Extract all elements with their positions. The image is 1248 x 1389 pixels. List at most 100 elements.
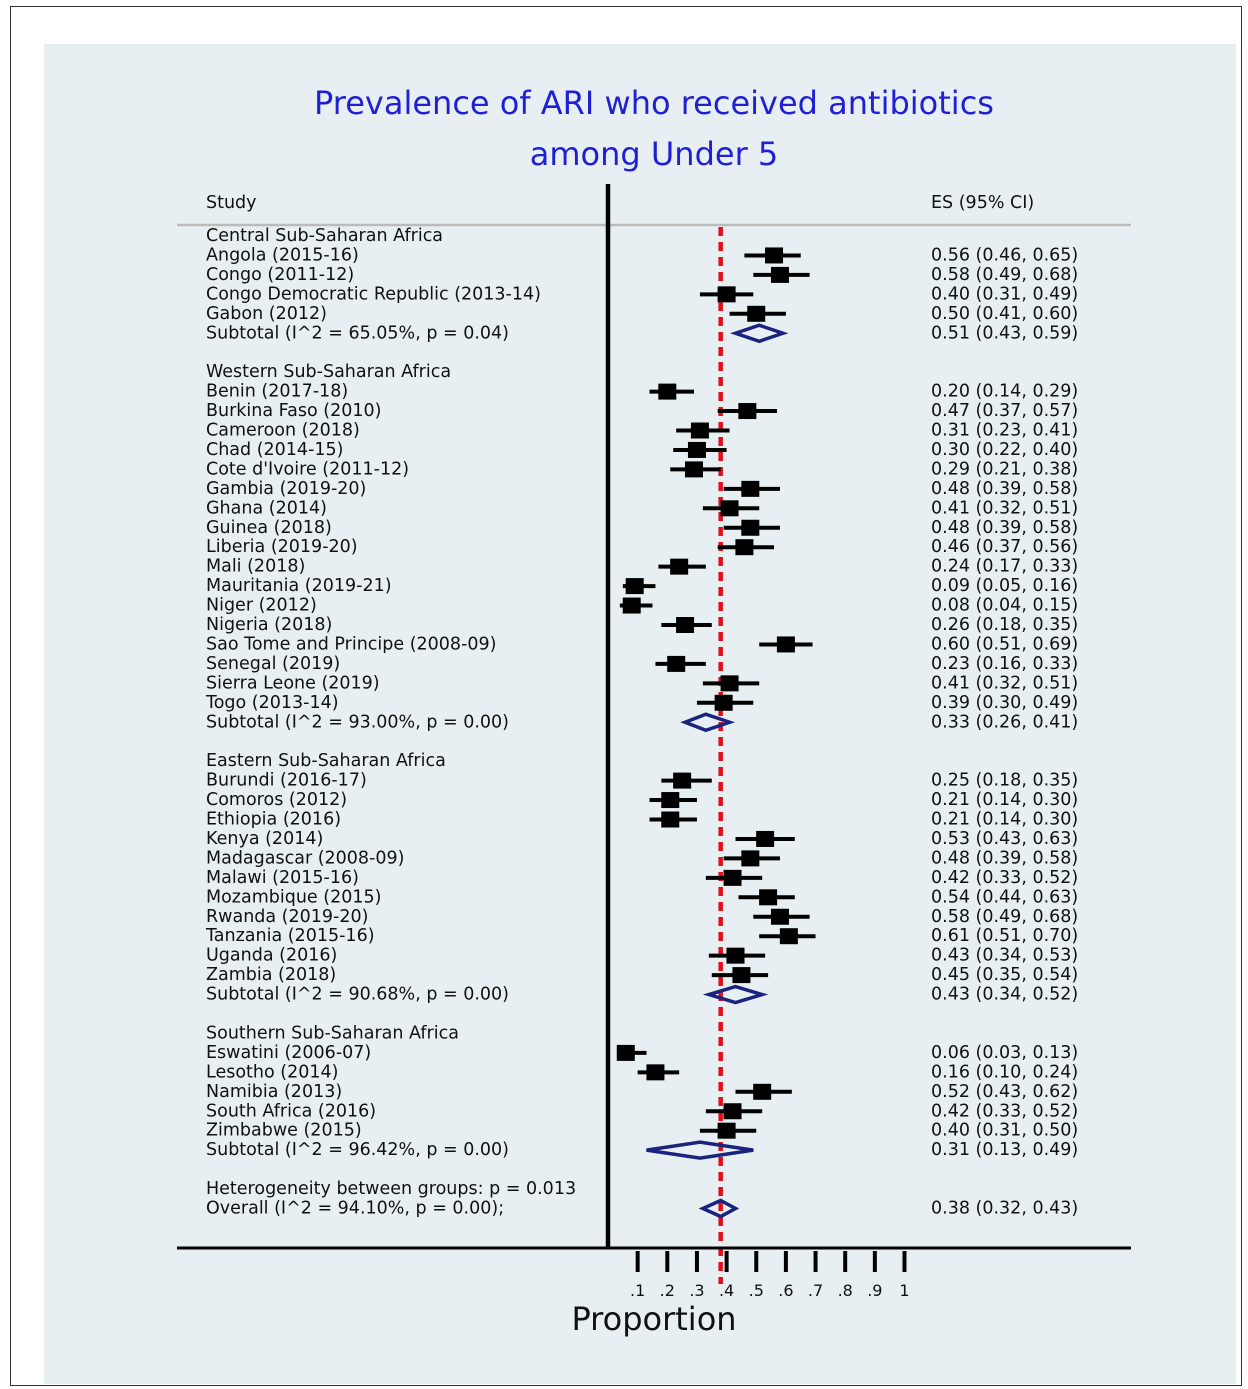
estimate-marker: [673, 772, 692, 789]
study-label: Kenya (2014): [206, 829, 323, 849]
study-label: Guinea (2018): [206, 518, 332, 538]
subtotal-ci-text: 0.43 (0.34, 0.52): [931, 985, 1078, 1005]
estimate-marker: [753, 1083, 772, 1100]
study-ci-text: 0.61 (0.51, 0.70): [931, 926, 1078, 946]
study-label: Mozambique (2015): [206, 887, 381, 907]
study-label: Gabon (2012): [206, 304, 327, 324]
x-tick-label: .6: [778, 1281, 793, 1300]
x-axis-title: Proportion: [571, 1300, 736, 1338]
column-header-study: Study: [206, 193, 257, 213]
x-tick-label: .4: [719, 1281, 734, 1300]
study-label: Zimbabwe (2015): [206, 1121, 362, 1141]
study-label: Liberia (2019-20): [206, 537, 358, 557]
pooled-diamond: [702, 984, 769, 1005]
x-tick-label: 1: [899, 1281, 909, 1300]
study-ci-text: 0.16 (0.10, 0.24): [931, 1062, 1078, 1082]
study-label: Comoros (2012): [206, 790, 347, 810]
estimate-marker: [684, 461, 703, 478]
pooled-diamond: [730, 323, 789, 344]
estimate-marker: [661, 792, 680, 809]
estimate-marker: [625, 578, 644, 595]
study-ci-text: 0.46 (0.37, 0.56): [931, 537, 1078, 557]
group-header: Western Sub-Saharan Africa: [206, 362, 451, 382]
study-label: Chad (2014-15): [206, 440, 343, 460]
study-ci-text: 0.58 (0.49, 0.68): [931, 265, 1078, 285]
x-tick-label: .5: [749, 1281, 764, 1300]
group-header: Southern Sub-Saharan Africa: [206, 1023, 459, 1043]
chart-title-line: among Under 5: [530, 135, 779, 173]
study-ci-text: 0.48 (0.39, 0.58): [931, 848, 1078, 868]
estimate-marker: [723, 869, 742, 886]
study-label: Zambia (2018): [206, 965, 336, 985]
study-label: Niger (2012): [206, 596, 317, 616]
study-ci-text: 0.31 (0.23, 0.41): [931, 421, 1078, 441]
pooled-diamond: [646, 1140, 754, 1160]
x-tick-label: .7: [808, 1281, 823, 1300]
study-ci-text: 0.24 (0.17, 0.33): [931, 557, 1078, 577]
study-ci-text: 0.60 (0.51, 0.69): [931, 634, 1078, 654]
study-label: Eswatini (2006-07): [206, 1043, 371, 1063]
pooled-diamond: [680, 712, 736, 733]
subtotal-label: Subtotal (I^2 = 90.68%, p = 0.00): [206, 985, 509, 1005]
estimate-marker: [670, 558, 689, 575]
study-ci-text: 0.08 (0.04, 0.15): [931, 596, 1078, 616]
estimate-marker: [658, 383, 677, 400]
study-ci-text: 0.54 (0.44, 0.63): [931, 887, 1078, 907]
forest-plot: Prevalence of ARI who received antibioti…: [177, 84, 1131, 1338]
estimate-marker: [735, 539, 754, 556]
study-ci-text: 0.50 (0.41, 0.60): [931, 304, 1078, 324]
estimate-marker: [747, 305, 766, 322]
study-label: Congo Democratic Republic (2013-14): [206, 284, 541, 304]
plot-panel: Prevalence of ARI who received antibioti…: [44, 44, 1236, 1384]
estimate-marker: [765, 247, 784, 264]
study-ci-text: 0.58 (0.49, 0.68): [931, 907, 1078, 927]
study-label: Cote d'Ivoire (2011-12): [206, 459, 409, 479]
study-ci-text: 0.40 (0.31, 0.49): [931, 284, 1078, 304]
study-ci-text: 0.52 (0.43, 0.62): [931, 1082, 1078, 1102]
study-ci-text: 0.20 (0.14, 0.29): [931, 382, 1078, 402]
study-ci-text: 0.30 (0.22, 0.40): [931, 440, 1078, 460]
study-ci-text: 0.29 (0.21, 0.38): [931, 459, 1078, 479]
study-label: Mauritania (2019-21): [206, 576, 392, 596]
estimate-marker: [690, 422, 709, 439]
study-label: Ghana (2014): [206, 498, 327, 518]
estimate-marker: [720, 500, 739, 517]
study-ci-text: 0.21 (0.14, 0.30): [931, 790, 1078, 810]
x-tick-label: .1: [630, 1281, 645, 1300]
study-ci-text: 0.40 (0.31, 0.50): [931, 1121, 1078, 1141]
subtotal-label: Subtotal (I^2 = 65.05%, p = 0.04): [206, 323, 509, 343]
study-label: Rwanda (2019-20): [206, 907, 368, 927]
estimate-marker: [776, 636, 795, 653]
heterogeneity-text: Heterogeneity between groups: p = 0.013: [206, 1179, 576, 1199]
estimate-marker: [756, 830, 775, 847]
estimate-marker: [667, 655, 686, 672]
study-ci-text: 0.48 (0.39, 0.58): [931, 479, 1078, 499]
overall-label: Overall (I^2 = 94.10%, p = 0.00);: [206, 1199, 504, 1219]
study-label: Nigeria (2018): [206, 615, 332, 635]
estimate-marker: [661, 811, 680, 828]
estimate-marker: [741, 480, 760, 497]
group-header: Eastern Sub-Saharan Africa: [206, 751, 446, 771]
pooled-diamond: [698, 1198, 740, 1219]
study-label: Sierra Leone (2019): [206, 673, 380, 693]
study-ci-text: 0.26 (0.18, 0.35): [931, 615, 1078, 635]
estimate-marker: [726, 947, 745, 964]
x-tick-label: .3: [689, 1281, 704, 1300]
study-label: Angola (2015-16): [206, 245, 359, 265]
study-ci-text: 0.09 (0.05, 0.16): [931, 576, 1078, 596]
estimate-marker: [717, 286, 736, 303]
figure-frame: Prevalence of ARI who received antibioti…: [10, 6, 1242, 1386]
study-ci-text: 0.25 (0.18, 0.35): [931, 771, 1078, 791]
estimate-marker: [770, 908, 789, 925]
x-tick-label: .2: [660, 1281, 675, 1300]
study-label: Burundi (2016-17): [206, 771, 367, 791]
study-ci-text: 0.56 (0.46, 0.65): [931, 245, 1078, 265]
study-label: Benin (2017-18): [206, 382, 348, 402]
estimate-marker: [770, 266, 789, 283]
estimate-marker: [723, 1103, 742, 1120]
x-tick-label: .9: [867, 1281, 882, 1300]
estimate-marker: [720, 675, 739, 692]
estimate-marker: [779, 928, 798, 945]
study-label: Lesotho (2014): [206, 1062, 338, 1082]
study-label: Mali (2018): [206, 557, 305, 577]
